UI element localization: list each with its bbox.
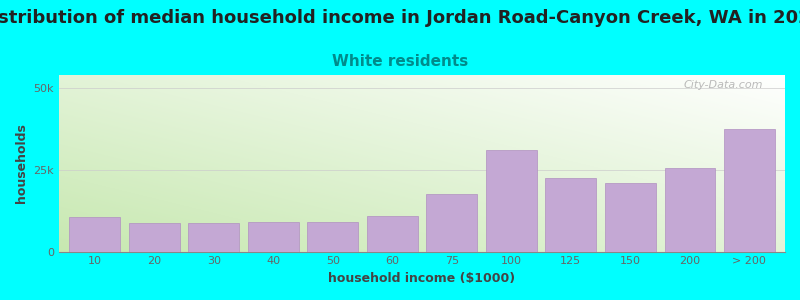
Bar [546,178,596,252]
X-axis label: household income ($1000): household income ($1000) [329,272,515,285]
Bar [189,223,239,252]
Text: City-Data.com: City-Data.com [684,80,763,90]
Y-axis label: households: households [15,123,28,203]
Bar [248,222,298,252]
Bar [724,129,774,252]
Bar [129,223,179,252]
Bar [307,222,358,252]
Bar [367,216,418,252]
Bar [665,168,715,252]
Bar [605,183,655,252]
Text: Distribution of median household income in Jordan Road-Canyon Creek, WA in 2022: Distribution of median household income … [0,9,800,27]
Bar [426,194,477,252]
Bar [70,217,120,252]
Bar [486,150,537,252]
Text: White residents: White residents [332,54,468,69]
